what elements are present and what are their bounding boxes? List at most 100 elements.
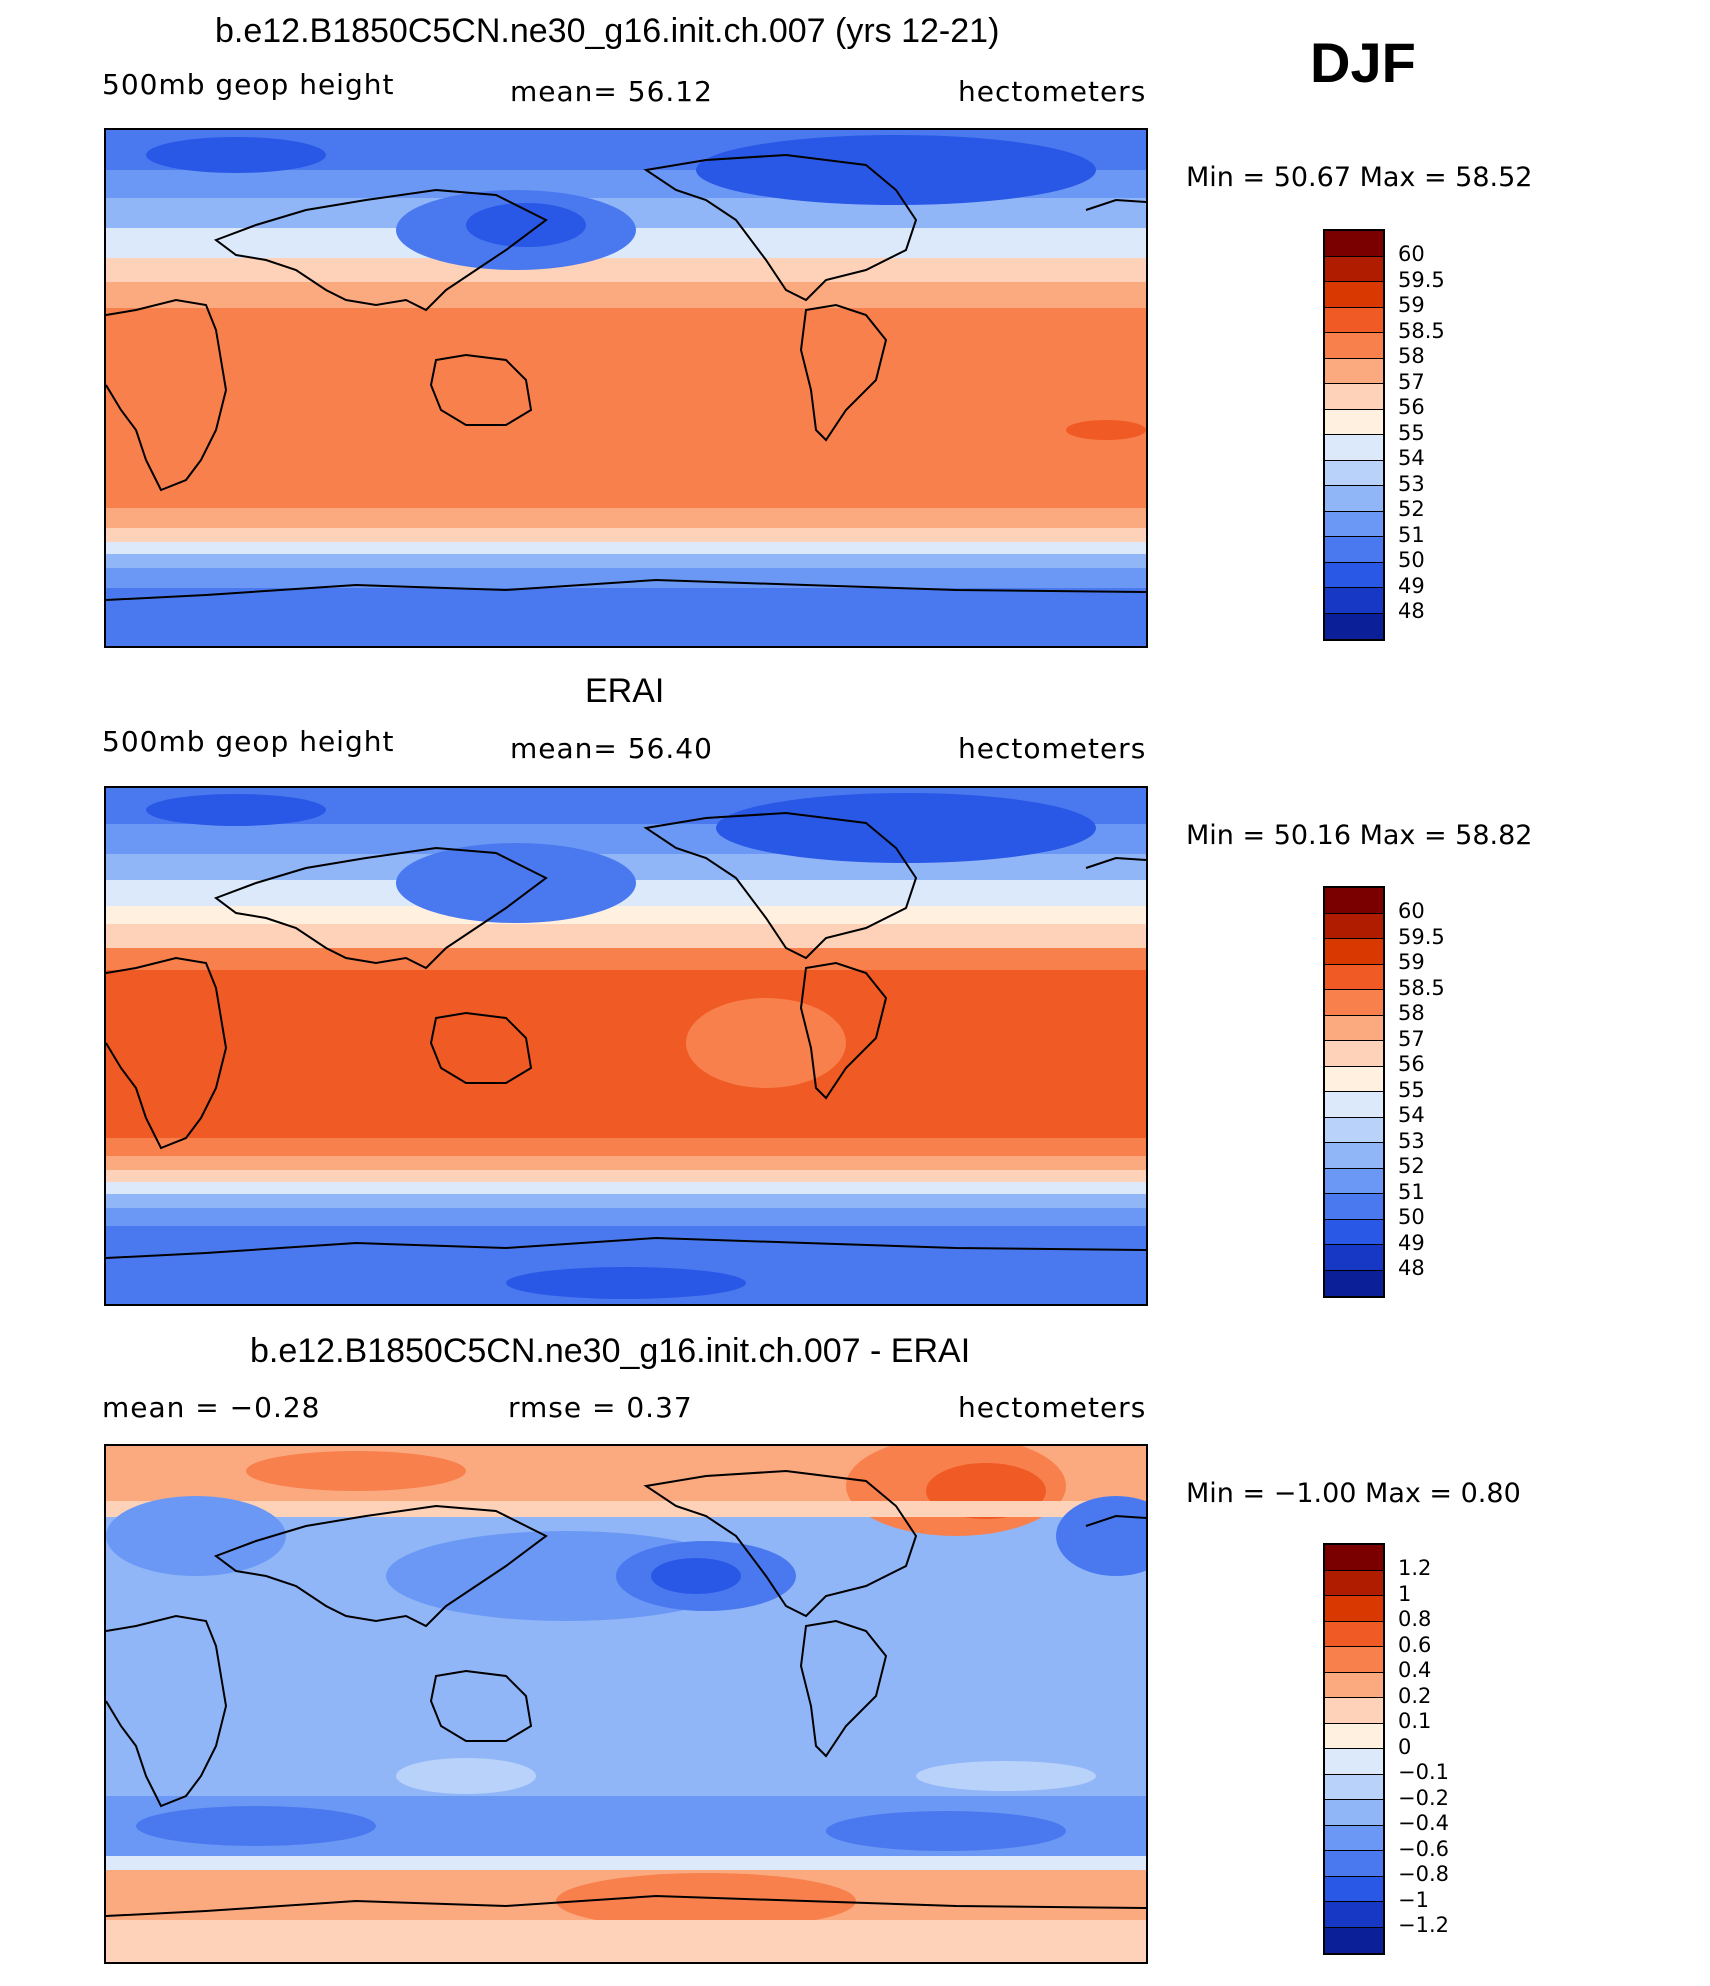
panel3-title: b.e12.B1850C5CN.ne30_g16.init.ch.007 - E… (250, 1332, 971, 1370)
panel3-units-label: hectometers (958, 1391, 1147, 1424)
colorbar-3-swatch (1325, 1851, 1383, 1877)
coast-australia (429, 353, 533, 426)
colorbar-1-label: 60 (1398, 242, 1425, 266)
panel3-mean-label: mean = −0.28 (102, 1391, 321, 1424)
colorbar-2-label: 56 (1398, 1052, 1425, 1076)
colorbar-1-swatch (1325, 358, 1383, 384)
colorbar-1-swatch (1325, 256, 1383, 282)
colorbar-2-label: 53 (1398, 1128, 1425, 1153)
colorbar-3-label: 0.4 (1398, 1658, 1432, 1682)
colorbar-1 (1323, 229, 1385, 641)
season-label: DJF (1310, 31, 1416, 94)
coast-antarctica (106, 1894, 1146, 1917)
colorbar-2-label: 58 (1398, 1001, 1425, 1025)
band-polar-south (106, 1920, 1146, 1962)
colorbar-1-label: 48 (1398, 599, 1425, 623)
colorbar-1-swatch (1325, 511, 1383, 537)
colorbar-1-label: 50 (1398, 548, 1425, 572)
colorbar-3-label: 1.2 (1398, 1556, 1432, 1580)
panel1-mean-label: mean= 56.12 (510, 75, 713, 108)
negative-europe (106, 1496, 286, 1576)
trough-north-america (716, 793, 1096, 863)
colorbar-3-label: −0.6 (1398, 1836, 1449, 1861)
band-sh-sub3 (106, 1170, 1146, 1182)
weak-australia (396, 1758, 536, 1794)
colorbar-3-label: −0.1 (1398, 1760, 1449, 1784)
panel2-map (104, 786, 1148, 1306)
colorbar-3-label: 1 (1398, 1581, 1412, 1606)
colorbar-2-label: 54 (1398, 1103, 1425, 1127)
coastlines (106, 811, 1146, 1259)
colorbar-2-swatch (1325, 1270, 1383, 1296)
panel3-map (104, 1444, 1148, 1964)
colorbar-1-label: 53 (1398, 471, 1425, 496)
colorbar-2-swatch (1325, 1168, 1383, 1194)
colorbar-2-swatch (1325, 1143, 1383, 1169)
coast-australia (429, 1669, 533, 1742)
coastlines (106, 153, 1146, 601)
panel1-title: b.e12.B1850C5CN.ne30_g16.init.ch.007 (yr… (215, 12, 1000, 50)
colorbar-3-swatch (1325, 1749, 1383, 1775)
band-sh-mid1 (106, 1182, 1146, 1194)
panel3-minmax: Min = −1.00 Max = 0.80 (1186, 1478, 1521, 1509)
panel1-minmax: Min = 50.67 Max = 58.52 (1186, 162, 1533, 193)
colorbar-1-swatch (1325, 588, 1383, 614)
colorbar-1-label: 56 (1398, 395, 1425, 419)
positive-antarctic (556, 1873, 856, 1929)
colorbar-3-label: 0.2 (1398, 1683, 1432, 1708)
colorbar-2-label: 59 (1398, 950, 1425, 974)
band-tropics (106, 970, 1146, 1138)
band-sh-transition (106, 1856, 1146, 1870)
panel3-rmse-label: rmse = 0.37 (508, 1391, 693, 1424)
coast-eurasia (213, 188, 548, 312)
colorbar-3-label: 0.6 (1398, 1632, 1432, 1657)
colorbar-1-label: 52 (1398, 497, 1425, 521)
coast-greenland (1085, 198, 1146, 211)
band-sh-high (106, 568, 1146, 588)
colorbar-3-swatch (1325, 1800, 1383, 1826)
panel2-mean-label: mean= 56.40 (510, 732, 713, 765)
colorbar-1-label: 57 (1398, 369, 1425, 394)
colorbar-2-swatch (1325, 964, 1383, 990)
panel1-map-svg (106, 130, 1146, 646)
colorbar-1-swatch (1325, 409, 1383, 435)
negative-center-pacific (651, 1558, 741, 1594)
panel1-variable-label: 500mb geop height (102, 68, 395, 101)
coast-north-america (643, 811, 918, 960)
band-sh-mid2 (106, 1194, 1146, 1208)
coast-north-america (643, 1469, 918, 1618)
colorbar-3-label: 0.1 (1398, 1709, 1432, 1733)
colorbar-1-swatch (1325, 460, 1383, 486)
colorbar-1-swatch (1325, 537, 1383, 563)
weak-south-atlantic (916, 1761, 1096, 1791)
colorbar-2-label: 60 (1398, 899, 1425, 923)
coast-eurasia (213, 1504, 548, 1628)
coast-eurasia (213, 846, 548, 970)
colorbar-1-label: 58 (1398, 344, 1425, 368)
colorbar-1-swatch (1325, 435, 1383, 461)
panel1-map (104, 128, 1148, 648)
band-sh-sub2 (106, 1156, 1146, 1170)
trough-north-america (696, 135, 1096, 205)
colorbar-1-label: 59 (1398, 293, 1425, 317)
colorbar-2-label: 49 (1398, 1230, 1425, 1255)
coast-south-america (799, 961, 888, 1100)
band-nh-sub1 (106, 258, 1146, 282)
band-nh-sub0 (106, 906, 1146, 924)
colorbar-3-swatch (1325, 1825, 1383, 1851)
colorbar-1-label: 51 (1398, 522, 1425, 547)
colorbar-1-label: 54 (1398, 446, 1425, 470)
colorbar-2-label: 57 (1398, 1026, 1425, 1051)
trough-nw-pacific (396, 843, 636, 923)
band-sh-sub1 (106, 508, 1146, 528)
band-nh-sub1 (106, 924, 1146, 948)
colorbar-3 (1323, 1543, 1385, 1955)
coast-greenland (1085, 1514, 1146, 1527)
band-nh-sub2 (106, 948, 1146, 970)
trough-europe (146, 794, 326, 826)
colorbar-2-swatch (1325, 1194, 1383, 1220)
band-sh-polar (106, 588, 1146, 646)
colorbar-3-label: −1 (1398, 1887, 1429, 1912)
negative-south-pacific (826, 1811, 1066, 1851)
colorbar-3-swatch (1325, 1723, 1383, 1749)
